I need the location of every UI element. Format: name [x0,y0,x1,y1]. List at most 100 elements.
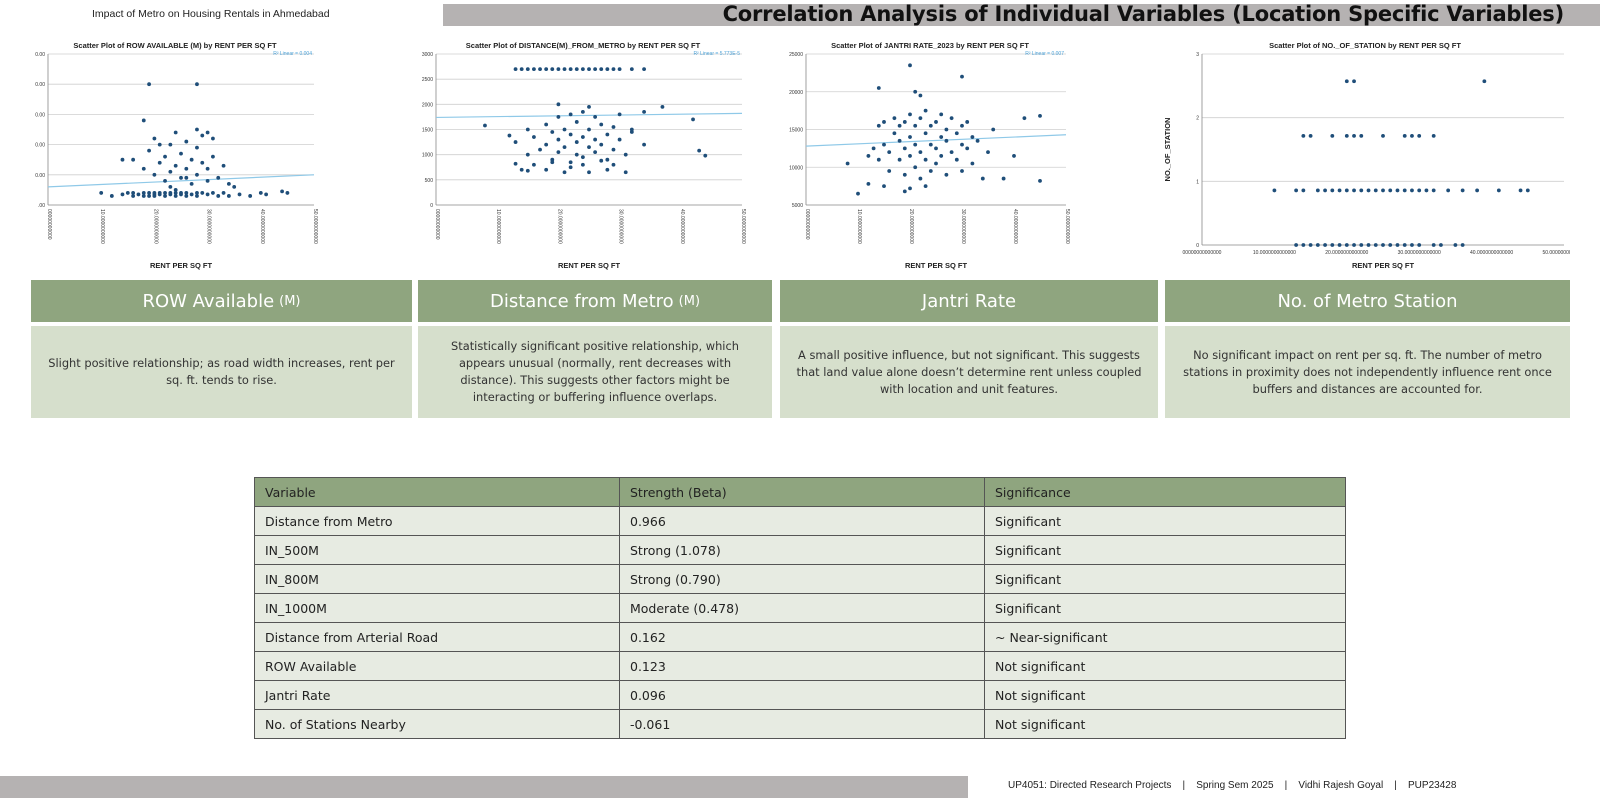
y-tick-label: 0.00 [35,52,45,58]
data-point [211,136,215,141]
x-tick-label: 20.0000000000000 [1325,250,1368,256]
data-point [918,176,923,181]
data-point [147,194,151,198]
y-tick-label: 0.00 [35,173,45,179]
data-point [1330,188,1335,193]
data-point [1410,188,1414,193]
data-point [944,127,949,132]
data-point [1330,133,1335,138]
data-point [580,162,585,167]
data-point [179,151,183,156]
data-point [1525,188,1530,193]
data-point [960,169,964,173]
data-point [975,138,980,143]
data-point [944,172,949,177]
data-point [897,157,902,162]
data-point [856,191,860,196]
data-point [200,191,205,195]
data-point [195,194,199,198]
data-point [1417,133,1422,138]
scatter-chart: Scatter Plot of DISTANCE(M)_FROM_METRO b… [422,41,746,270]
data-point [1315,243,1320,247]
data-point [173,130,178,135]
data-point [1417,188,1422,193]
data-point [1439,243,1443,247]
data-point [525,127,530,132]
data-point [1431,243,1436,247]
variable-header-no-of-metro-station: No. of Metro Station [1165,280,1570,322]
variable-description-distance-from-metro: Statistically significant positive relat… [418,326,772,418]
data-point [1001,176,1006,181]
data-point [876,123,881,128]
data-point [568,132,573,137]
data-point [1475,188,1480,193]
y-tick-label: 3 [1196,52,1199,58]
data-point [574,152,579,157]
x-tick-label: 10.0000000000 [856,209,862,244]
data-point [205,192,210,197]
data-point [876,86,881,90]
y-tick-label: 2000 [422,102,433,108]
variable-description-no-of-metro-station: No significant impact on rent per sq. ft… [1165,326,1570,418]
data-point [1344,188,1349,193]
y-axis-label: NO._OF_STATION [1163,118,1172,182]
data-point [1359,243,1364,247]
data-point [580,155,585,160]
data-point [1344,243,1349,247]
cell-strength: 0.966 [619,506,985,536]
data-point [980,176,985,181]
x-tick-label: 50.0000000000 [1064,209,1070,244]
scatter-chart: Scatter Plot of NO._OF_STATION by RENT P… [1163,41,1570,270]
y-tick-label: 0.00 [35,82,45,88]
data-point [513,140,518,144]
data-point [960,74,964,79]
data-point [954,131,959,136]
table-row: IN_1000M Moderate (0.478) Significant [254,593,1346,623]
data-point [908,186,912,191]
data-point [954,157,959,162]
data-point [629,127,634,132]
data-point [934,161,938,166]
y-tick-label: 1500 [422,128,433,134]
data-point [1518,188,1523,193]
data-point [562,145,567,150]
data-point [1373,243,1378,247]
data-point [1402,133,1407,138]
data-point [1402,188,1407,193]
data-point [1388,188,1393,193]
chart-title: Scatter Plot of JANTRI RATE_2023 by RENT… [831,41,1029,50]
variable-name: Distance from Metro [489,290,674,312]
data-point [866,154,871,158]
data-point [538,67,542,71]
data-point [611,125,616,129]
data-point [1410,243,1414,247]
data-point [525,152,530,157]
variable-name: ROW Available [142,290,275,312]
scatter-plot-jantri-rate: Scatter Plot of JANTRI RATE_2023 by RENT… [788,40,1072,272]
data-point [580,67,585,71]
data-point [131,191,136,195]
x-axis-label: RENT PER SQ FT [558,261,621,270]
data-point [205,130,210,135]
data-point [949,116,954,121]
data-point [1038,178,1042,183]
data-point [544,122,549,127]
data-point [519,167,524,172]
data-point [1308,243,1313,247]
data-point [168,191,173,195]
cell-strength: Strong (0.790) [619,564,985,594]
data-point [934,146,938,151]
chart-title: Scatter Plot of ROW AVAILABLE (M) by REN… [73,41,277,50]
table-row: Distance from Metro 0.966 Significant [254,506,1346,536]
column-header-variable: Variable [254,477,620,507]
data-point [913,89,918,94]
data-point [544,67,549,71]
document-title: Impact of Metro on Housing Rentals in Ah… [92,8,330,20]
data-point [483,123,487,128]
beta-summary-table: Variable Strength (Beta) Significance Di… [254,477,1346,739]
data-point [189,181,194,186]
data-point [1323,243,1327,247]
data-point [205,178,210,183]
data-point [574,67,579,71]
data-point [949,150,954,155]
